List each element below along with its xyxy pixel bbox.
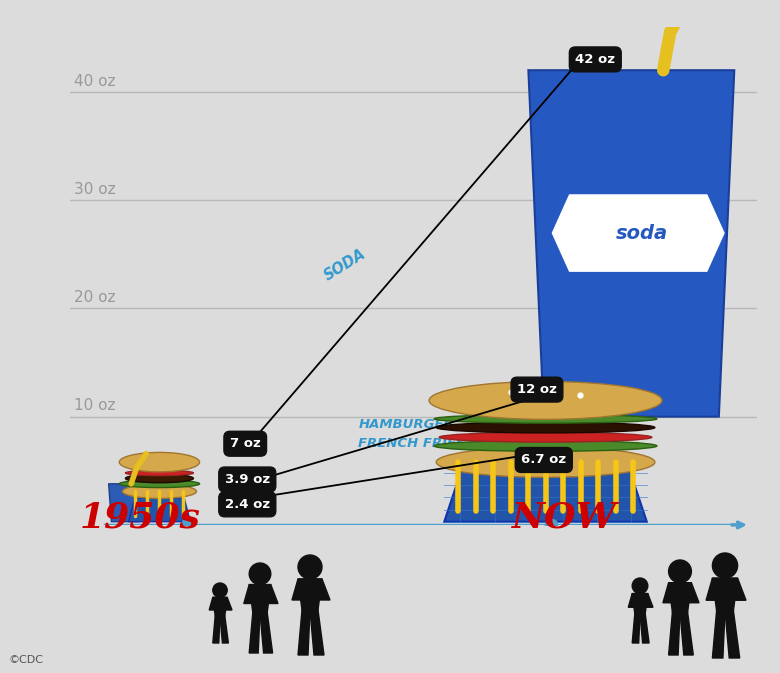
Ellipse shape: [439, 432, 652, 442]
Polygon shape: [680, 612, 693, 655]
Circle shape: [298, 555, 322, 579]
Polygon shape: [298, 579, 322, 610]
Polygon shape: [640, 614, 649, 643]
Polygon shape: [712, 578, 738, 611]
Text: 20 oz: 20 oz: [73, 290, 115, 305]
Polygon shape: [222, 598, 232, 610]
Ellipse shape: [126, 470, 193, 476]
Polygon shape: [727, 578, 746, 600]
Ellipse shape: [119, 480, 200, 488]
Ellipse shape: [434, 441, 657, 452]
Circle shape: [249, 563, 271, 585]
Text: 40 oz: 40 oz: [73, 73, 115, 89]
Polygon shape: [213, 598, 227, 616]
Text: 2.4 oz: 2.4 oz: [225, 498, 270, 511]
Ellipse shape: [436, 447, 655, 477]
Polygon shape: [552, 195, 724, 271]
Text: 10 oz: 10 oz: [73, 398, 115, 413]
Text: SODA: SODA: [321, 246, 368, 284]
Ellipse shape: [436, 422, 655, 433]
Polygon shape: [310, 610, 324, 655]
Circle shape: [633, 578, 648, 594]
Polygon shape: [209, 598, 219, 610]
Polygon shape: [249, 612, 260, 653]
Polygon shape: [260, 612, 272, 653]
Polygon shape: [312, 579, 330, 600]
Polygon shape: [108, 484, 142, 522]
Polygon shape: [292, 579, 308, 600]
Polygon shape: [249, 585, 271, 612]
Polygon shape: [629, 594, 639, 607]
Ellipse shape: [126, 474, 193, 483]
Polygon shape: [633, 614, 640, 643]
Text: 7 oz: 7 oz: [230, 437, 261, 450]
Text: ©CDC: ©CDC: [8, 655, 43, 665]
Polygon shape: [633, 594, 648, 614]
Text: soda: soda: [615, 223, 668, 242]
Polygon shape: [668, 612, 680, 655]
Text: FRENCH FRIES: FRENCH FRIES: [359, 437, 466, 450]
Ellipse shape: [119, 452, 200, 472]
Polygon shape: [528, 70, 734, 417]
Polygon shape: [213, 616, 220, 643]
Ellipse shape: [429, 382, 662, 419]
Polygon shape: [668, 583, 691, 612]
Ellipse shape: [122, 485, 197, 499]
Polygon shape: [220, 616, 229, 643]
Text: 12 oz: 12 oz: [517, 383, 557, 396]
Polygon shape: [641, 594, 653, 607]
Polygon shape: [262, 585, 278, 604]
Circle shape: [668, 560, 691, 583]
Circle shape: [213, 583, 227, 598]
Polygon shape: [129, 498, 190, 522]
Polygon shape: [244, 585, 258, 604]
Polygon shape: [706, 578, 723, 600]
Text: 30 oz: 30 oz: [73, 182, 115, 197]
Polygon shape: [682, 583, 699, 603]
Polygon shape: [712, 611, 725, 658]
Polygon shape: [725, 611, 739, 658]
Text: HAMBURGER: HAMBURGER: [359, 418, 454, 431]
Circle shape: [712, 553, 738, 578]
Text: 3.9 oz: 3.9 oz: [225, 473, 270, 486]
Text: 1950s: 1950s: [80, 501, 200, 535]
Text: 42 oz: 42 oz: [576, 53, 615, 66]
Text: 6.7 oz: 6.7 oz: [521, 454, 566, 466]
Polygon shape: [663, 583, 678, 603]
Text: NOW: NOW: [512, 501, 618, 535]
Ellipse shape: [434, 415, 657, 423]
Polygon shape: [445, 473, 647, 522]
Polygon shape: [298, 610, 310, 655]
